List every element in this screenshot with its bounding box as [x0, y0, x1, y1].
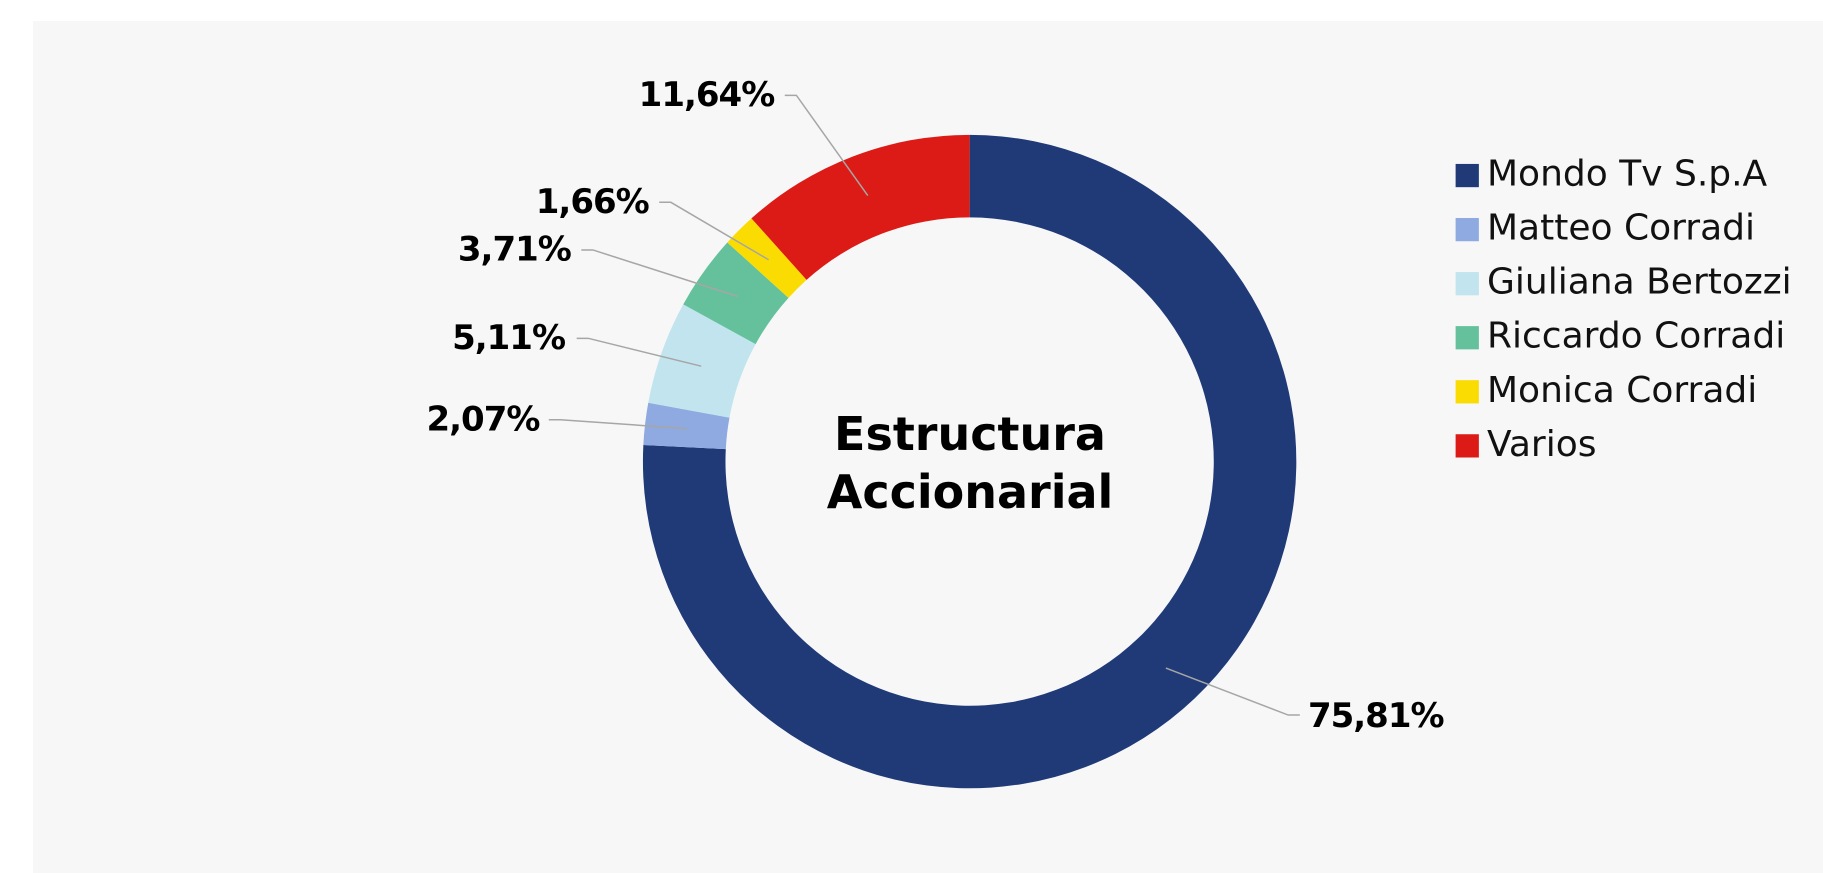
chart-title: Estructura Accionarial [826, 407, 1114, 519]
legend-label: Matteo Corradi [1487, 208, 1755, 249]
legend-swatch [1455, 380, 1479, 404]
data-label: 1,66% [536, 182, 649, 222]
data-label: 75,81% [1308, 696, 1444, 736]
leader-line [1165, 667, 1300, 716]
leader-line [659, 201, 769, 261]
data-label: 3,71% [458, 230, 571, 270]
legend-label: Riccardo Corradi [1487, 316, 1785, 357]
legend-label: Giuliana Bertozzi [1487, 262, 1792, 303]
donut-slice [683, 242, 789, 345]
legend-swatch [1455, 434, 1479, 458]
leader-line [548, 418, 687, 430]
data-label: 5,11% [452, 318, 565, 358]
legend-label: Mondo Tv S.p.A [1487, 154, 1768, 195]
legend-label: Monica Corradi [1487, 370, 1757, 411]
donut-slice [751, 134, 970, 280]
leader-line [581, 249, 738, 298]
donut-slice [648, 304, 756, 418]
legend-swatch [1455, 217, 1479, 242]
donut-slice [643, 402, 730, 450]
legend-swatch [1455, 326, 1479, 350]
leader-line [576, 337, 702, 367]
legend-label: Varios [1487, 424, 1596, 465]
data-label: 2,07% [426, 399, 539, 439]
legend-swatch [1455, 163, 1479, 188]
data-label: 11,64% [639, 75, 775, 115]
leader-line [784, 94, 869, 196]
legend-swatch [1455, 272, 1479, 296]
